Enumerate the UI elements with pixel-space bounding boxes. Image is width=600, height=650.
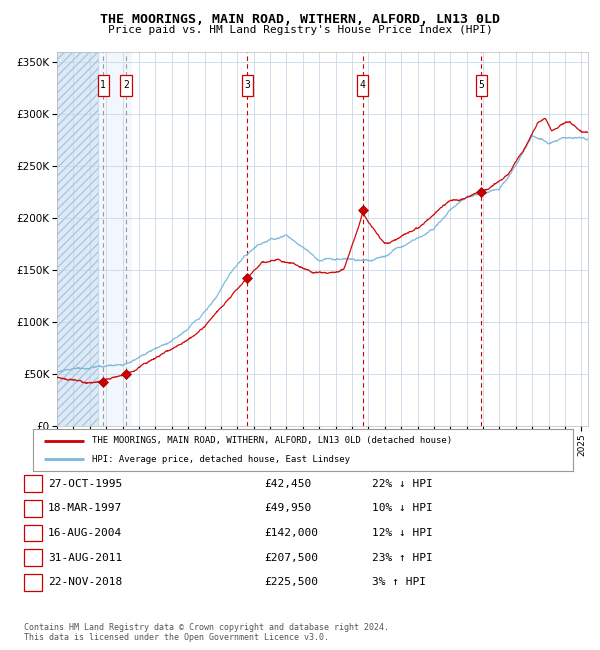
Text: £49,950: £49,950 (264, 503, 311, 514)
Text: 2: 2 (29, 503, 37, 514)
Text: THE MOORINGS, MAIN ROAD, WITHERN, ALFORD, LN13 0LD: THE MOORINGS, MAIN ROAD, WITHERN, ALFORD… (100, 13, 500, 26)
Text: THE MOORINGS, MAIN ROAD, WITHERN, ALFORD, LN13 0LD (detached house): THE MOORINGS, MAIN ROAD, WITHERN, ALFORD… (92, 436, 452, 445)
Text: 3: 3 (245, 80, 250, 90)
FancyBboxPatch shape (357, 75, 368, 96)
FancyBboxPatch shape (98, 75, 109, 96)
FancyBboxPatch shape (242, 75, 253, 96)
Text: 16-AUG-2004: 16-AUG-2004 (48, 528, 122, 538)
Text: 1: 1 (100, 80, 106, 90)
Text: 1: 1 (29, 478, 37, 489)
Text: 10% ↓ HPI: 10% ↓ HPI (372, 503, 433, 514)
Text: 22-NOV-2018: 22-NOV-2018 (48, 577, 122, 588)
Text: Contains HM Land Registry data © Crown copyright and database right 2024.
This d: Contains HM Land Registry data © Crown c… (24, 623, 389, 642)
Text: 3% ↑ HPI: 3% ↑ HPI (372, 577, 426, 588)
Bar (98, 52, 133, 426)
Text: 4: 4 (29, 552, 37, 563)
Bar (57, 52, 98, 426)
Text: 27-OCT-1995: 27-OCT-1995 (48, 478, 122, 489)
Text: 2: 2 (123, 80, 129, 90)
FancyBboxPatch shape (121, 75, 131, 96)
Text: £142,000: £142,000 (264, 528, 318, 538)
Text: 22% ↓ HPI: 22% ↓ HPI (372, 478, 433, 489)
Text: HPI: Average price, detached house, East Lindsey: HPI: Average price, detached house, East… (92, 455, 350, 464)
Text: 12% ↓ HPI: 12% ↓ HPI (372, 528, 433, 538)
Text: £225,500: £225,500 (264, 577, 318, 588)
Text: 3: 3 (29, 528, 37, 538)
Bar (57, 52, 98, 426)
Text: Price paid vs. HM Land Registry's House Price Index (HPI): Price paid vs. HM Land Registry's House … (107, 25, 493, 34)
FancyBboxPatch shape (476, 75, 487, 96)
Text: £42,450: £42,450 (264, 478, 311, 489)
Text: 31-AUG-2011: 31-AUG-2011 (48, 552, 122, 563)
Text: 4: 4 (360, 80, 366, 90)
Text: 23% ↑ HPI: 23% ↑ HPI (372, 552, 433, 563)
Text: 5: 5 (478, 80, 484, 90)
Text: £207,500: £207,500 (264, 552, 318, 563)
Text: 5: 5 (29, 577, 37, 588)
Text: 18-MAR-1997: 18-MAR-1997 (48, 503, 122, 514)
